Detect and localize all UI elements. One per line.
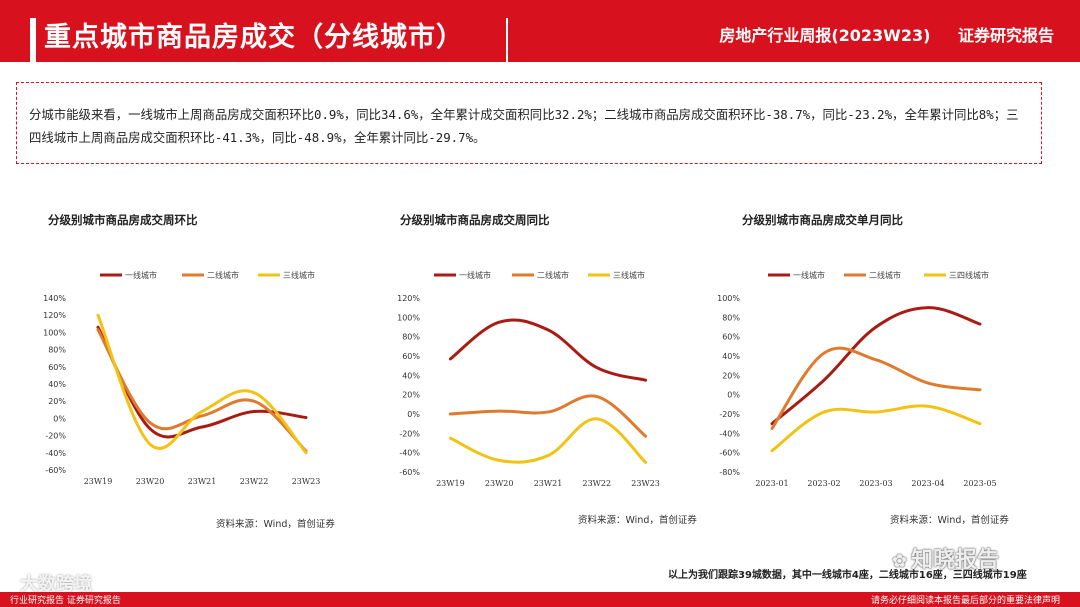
chart-source: 资料来源：Wind，首创证券 — [890, 515, 1009, 526]
footer-disclaimer: 请务必仔细阅读本报告最后部分的重要法律声明 — [870, 596, 1060, 606]
chart-source: 资料来源：Wind，首创证券 — [578, 515, 697, 526]
y-tick-label: 60% — [48, 363, 66, 372]
y-tick-label: 80% — [402, 333, 420, 342]
y-tick-label: 40% — [402, 371, 420, 380]
x-tick-label: 23W22 — [240, 477, 269, 486]
series-line — [770, 346, 982, 430]
summary-text: 分城市能级来看，一线城市上周商品房成交面积环比0.9%，同比34.6%，全年累计… — [29, 107, 1019, 145]
y-tick-label: 0% — [53, 414, 66, 423]
x-tick-label: 23W19 — [436, 479, 465, 488]
y-tick-label: 120% — [43, 311, 66, 320]
chart-weekly-mom: 140% 120% 100% 80% 60% 40% 20% 0% -20% -40% -60% 23… — [10, 200, 350, 530]
series-line — [770, 306, 982, 426]
wechat-icon: ✿ — [892, 551, 908, 572]
y-tick-label: 60% — [402, 352, 420, 361]
x-tick-label: 2023-01 — [755, 479, 788, 488]
chart-title: 分级别城市商品房成交周同比 — [400, 213, 550, 227]
footer-left: 行业研究报告 证券研究报告 — [10, 596, 121, 606]
chart-title: 分级别城市商品房成交周环比 — [48, 213, 198, 227]
chart-svg: 140% 120% 100% 80% 60% 40% 20% 0% -20% -40% -60% 23… — [43, 270, 321, 486]
summary-box: 分城市能级来看，一线城市上周商品房成交面积环比0.9%，同比34.6%，全年累计… — [16, 82, 1042, 164]
y-tick-label: 100% — [717, 294, 740, 303]
y-tick-label: 40% — [722, 352, 740, 361]
legend-label: 三线城市 — [613, 270, 645, 280]
series-line — [448, 318, 648, 382]
chart-source: 资料来源：Wind，首创证券 — [216, 519, 335, 530]
x-tick-label: 23W20 — [136, 477, 165, 486]
legend-label: 二线城市 — [207, 270, 239, 280]
footer-bar: 行业研究报告 证券研究报告 请务必仔细阅读本报告最后部分的重要法律声明 — [0, 592, 1080, 607]
y-tick-label: 120% — [397, 294, 420, 303]
y-tick-label: 100% — [397, 313, 420, 322]
watermark-right: ✿ 知晓报告 — [892, 542, 999, 574]
x-tick-label: 2023-05 — [963, 479, 996, 488]
y-tick-label: -80% — [719, 468, 740, 477]
x-tick-label: 23W23 — [292, 477, 321, 486]
x-tick-label: 23W19 — [84, 477, 113, 486]
y-tick-label: -60% — [399, 468, 420, 477]
chart-weekly-yoy: 120% 100% 80% 60% 40% 20% 0% -20% -40% -60% 23W19 2… — [362, 200, 702, 530]
legend-label: 一线城市 — [793, 270, 825, 280]
y-tick-label: 20% — [722, 371, 740, 380]
series-line — [96, 313, 308, 455]
x-tick-label: 23W20 — [485, 479, 514, 488]
series-line — [448, 394, 648, 438]
watermark-right-text: 知晓报告 — [911, 548, 1000, 573]
y-tick-label: 80% — [722, 313, 740, 322]
y-tick-label: 140% — [43, 294, 66, 303]
header-bar: 重点城市商品房成交（分线城市） 房地产行业周报(2023W23) 证券研究报告 — [0, 0, 1080, 62]
legend-label: 三线城市 — [283, 270, 315, 280]
y-tick-label: 0% — [407, 410, 420, 419]
x-tick-label: 23W21 — [188, 477, 217, 486]
chart-svg: 100% 80% 60% 40% 20% 0% -20% -40% -60% -80% 2023-0… — [717, 270, 997, 488]
y-tick-label: 40% — [48, 380, 66, 389]
y-tick-label: 20% — [402, 391, 420, 400]
x-tick-label: 23W22 — [583, 479, 612, 488]
y-tick-label: -20% — [399, 429, 420, 438]
y-tick-label: -40% — [45, 449, 66, 458]
x-tick-label: 23W21 — [534, 479, 563, 488]
y-tick-label: 0% — [727, 391, 740, 400]
y-tick-label: 60% — [722, 333, 740, 342]
legend-label: 一线城市 — [459, 270, 491, 280]
legend-label: 二线城市 — [869, 270, 901, 280]
report-info: 房地产行业周报(2023W23) 证券研究报告 — [697, 22, 1054, 46]
series-line — [770, 404, 982, 453]
chart-monthly-yoy: 100% 80% 60% 40% 20% 0% -20% -40% -60% -80% 2023-0… — [704, 200, 1044, 530]
legend-label: 三四线城市 — [949, 270, 989, 280]
y-tick-label: 80% — [48, 346, 66, 355]
x-tick-label: 2023-03 — [859, 479, 892, 488]
watermark-left: 大数跨境 — [20, 574, 92, 595]
legend-label: 二线城市 — [537, 270, 569, 280]
y-tick-label: -60% — [45, 466, 66, 475]
series-line — [448, 417, 648, 464]
series-line — [96, 328, 308, 453]
y-tick-label: 20% — [48, 397, 66, 406]
y-tick-label: 100% — [43, 328, 66, 337]
y-tick-label: -40% — [719, 429, 740, 438]
chart-title: 分级别城市商品房成交单月同比 — [742, 213, 903, 227]
report-name: 房地产行业周报(2023W23) — [719, 26, 931, 45]
x-tick-label: 23W23 — [631, 479, 660, 488]
series-line — [96, 325, 308, 439]
x-tick-label: 2023-04 — [911, 479, 944, 488]
chart-svg: 120% 100% 80% 60% 40% 20% 0% -20% -40% -60% 23W19 2… — [397, 270, 660, 488]
y-tick-label: -20% — [45, 432, 66, 441]
report-type: 证券研究报告 — [957, 26, 1054, 45]
y-tick-label: -60% — [719, 449, 740, 458]
y-tick-label: -40% — [399, 449, 420, 458]
footnote: 以上为我们跟踪39城数据，其中一线城市4座，二线城市16座，三四线城市19座 — [668, 570, 1027, 581]
page-title: 重点城市商品房成交（分线城市） — [36, 14, 506, 62]
legend-label: 一线城市 — [125, 270, 157, 280]
y-tick-label: -20% — [719, 410, 740, 419]
x-tick-label: 2023-02 — [807, 479, 840, 488]
